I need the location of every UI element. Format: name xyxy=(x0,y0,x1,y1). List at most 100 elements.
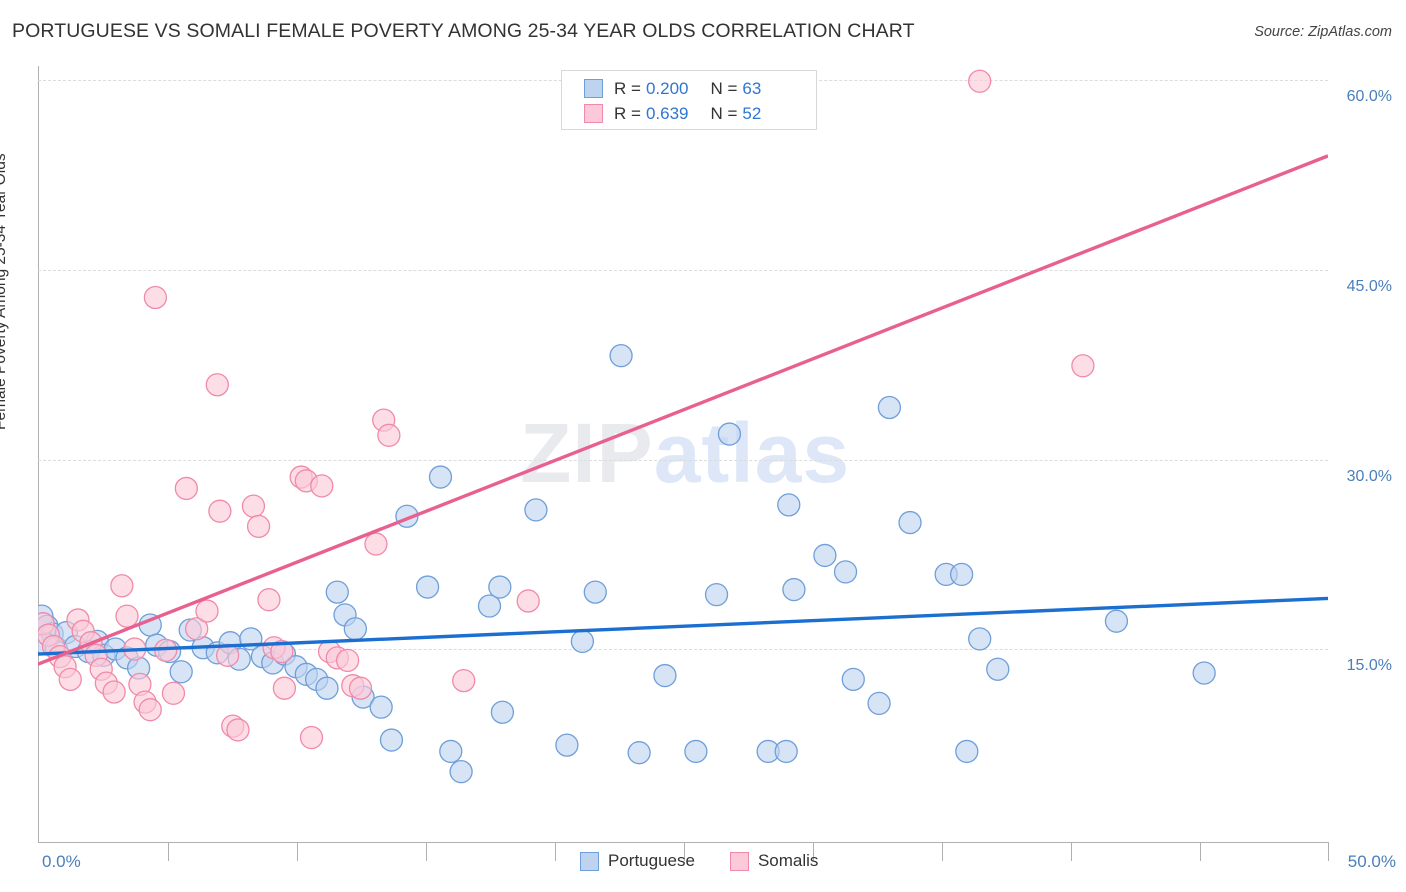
scatter-point xyxy=(325,580,349,604)
scatter-point xyxy=(143,285,168,310)
scatter-point xyxy=(877,395,902,420)
scatter-point xyxy=(833,560,858,584)
stat-r-value: 0.639 xyxy=(645,103,689,123)
stat-r-label: R = xyxy=(614,103,641,123)
stat-n-value: 52 xyxy=(742,103,762,123)
scatter-point xyxy=(488,575,512,599)
scatter-plot-canvas xyxy=(38,69,1328,784)
scatter-point xyxy=(241,494,266,518)
scatter-point xyxy=(174,476,199,501)
series-legend-item-portuguese[interactable]: Portuguese xyxy=(580,851,695,871)
scatter-point xyxy=(477,594,502,618)
series-swatch-somalis-icon xyxy=(729,851,749,871)
scatter-point xyxy=(1104,609,1129,633)
y-axis-title: Female Poverty Among 25-34 Year Olds xyxy=(0,153,9,430)
trendline-somalis xyxy=(38,154,1328,666)
scatter-point xyxy=(439,739,463,764)
x-tick xyxy=(168,842,169,861)
gridline-45 xyxy=(38,270,1328,271)
x-axis-line xyxy=(38,842,1328,843)
x-tick xyxy=(426,842,427,861)
y-axis-label-60: 60.0% xyxy=(1346,88,1392,105)
y-axis-line xyxy=(38,66,39,842)
scatter-point xyxy=(169,660,193,684)
stat-r-label: R = xyxy=(614,78,641,98)
x-tick xyxy=(1328,842,1329,861)
stat-r-value: 0.200 xyxy=(645,78,689,98)
scatter-point xyxy=(968,627,992,651)
series-legend-label: Portuguese xyxy=(608,851,695,870)
scatter-series-portuguese xyxy=(38,343,1216,784)
scatter-point xyxy=(813,543,837,568)
scatter-point xyxy=(257,588,281,612)
stat-n-value: 63 xyxy=(742,78,762,98)
stat-row-portuguese: R = 0.200 N = 63 xyxy=(584,76,816,101)
scatter-point xyxy=(377,423,401,447)
scatter-point xyxy=(653,663,677,688)
scatter-point xyxy=(205,373,229,397)
scatter-point xyxy=(226,718,250,742)
stat-n-label: N = xyxy=(710,103,738,123)
scatter-point xyxy=(369,695,393,719)
scatter-point xyxy=(335,648,360,673)
x-tick xyxy=(684,842,685,861)
y-axis-label-45: 45.0% xyxy=(1346,278,1392,295)
scatter-point xyxy=(555,733,579,757)
y-axis-label-15: 15.0% xyxy=(1346,657,1392,674)
scatter-point xyxy=(684,739,708,764)
scatter-point xyxy=(138,698,162,722)
series-legend: Portuguese Somalis xyxy=(580,851,844,871)
scatter-point xyxy=(449,760,473,784)
gridline-15 xyxy=(38,649,1328,650)
scatter-point xyxy=(246,514,271,539)
scatter-series-somalis xyxy=(38,69,1095,750)
trendline-portuguese xyxy=(38,596,1328,656)
scatter-point xyxy=(379,728,404,752)
scatter-point xyxy=(627,741,651,765)
scatter-point xyxy=(898,510,922,535)
stat-n-label: N = xyxy=(710,78,738,98)
scatter-point xyxy=(452,668,476,693)
scatter-point xyxy=(115,604,139,628)
scatter-point xyxy=(782,577,806,602)
scatter-point xyxy=(867,691,891,716)
stat-row-somalis: R = 0.639 N = 52 xyxy=(584,101,816,126)
scatter-point xyxy=(185,617,209,641)
scatter-point xyxy=(310,474,334,498)
plot-area xyxy=(38,66,1328,842)
scatter-point xyxy=(270,639,294,664)
legend-swatch-portuguese-icon xyxy=(584,79,603,98)
scatter-point xyxy=(774,739,798,764)
x-tick xyxy=(942,842,943,861)
scatter-point xyxy=(415,575,440,599)
scatter-point xyxy=(348,676,373,700)
y-axis-label-30: 30.0% xyxy=(1346,468,1392,485)
scatter-point xyxy=(583,580,607,604)
scatter-point xyxy=(208,499,232,523)
series-swatch-portuguese-icon xyxy=(580,851,599,871)
scatter-point xyxy=(1192,661,1216,685)
scatter-point xyxy=(516,589,540,613)
scatter-point xyxy=(609,343,633,368)
scatter-point xyxy=(570,629,595,654)
scatter-point xyxy=(161,681,186,705)
scatter-point xyxy=(1071,354,1095,378)
statistics-legend: R = 0.200 N = 63 R = 0.639 N = 52 xyxy=(561,70,817,130)
scatter-point xyxy=(315,676,339,700)
scatter-point xyxy=(364,532,388,556)
scatter-point xyxy=(195,599,219,623)
x-axis-label-max: 50.0% xyxy=(1347,852,1396,871)
scatter-point xyxy=(110,574,134,598)
x-tick xyxy=(297,842,298,861)
x-axis-label-min: 0.0% xyxy=(42,852,81,871)
scatter-point xyxy=(955,739,979,764)
scatter-point xyxy=(102,680,126,704)
source-note: Source: ZipAtlas.com xyxy=(1254,24,1392,40)
series-legend-item-somalis[interactable]: Somalis xyxy=(729,851,818,871)
scatter-point xyxy=(524,498,548,522)
scatter-point xyxy=(717,422,742,446)
scatter-point xyxy=(949,562,974,587)
scatter-point xyxy=(299,725,324,750)
scatter-point xyxy=(986,657,1010,681)
